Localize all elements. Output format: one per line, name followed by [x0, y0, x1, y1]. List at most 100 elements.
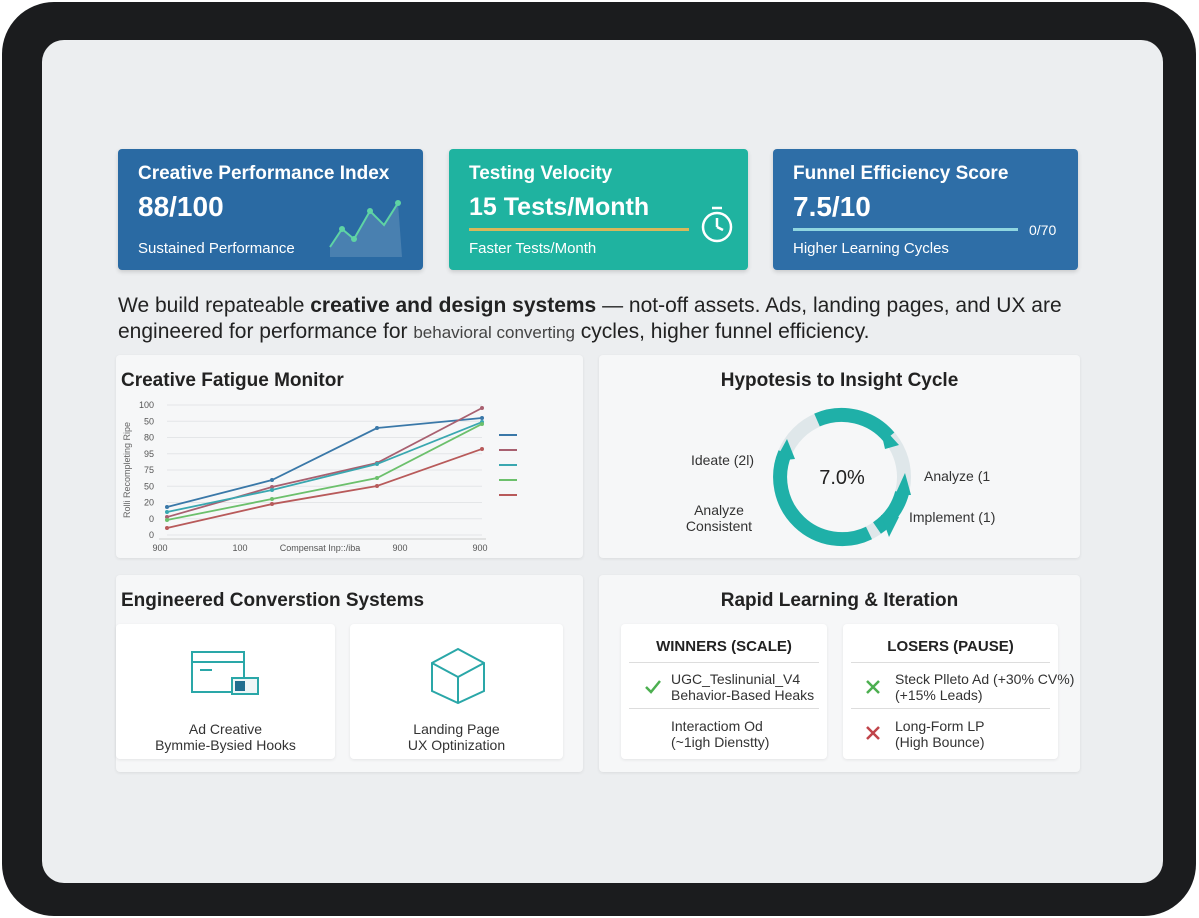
data-point	[375, 476, 379, 481]
series-line	[166, 407, 483, 518]
screen: Creative Performance Index 88/100 Sustai…	[42, 40, 1163, 883]
system-sublabel: UX Optinization	[407, 737, 506, 753]
system-card: Landing Page UX Optinization	[350, 624, 563, 759]
line-chart: Rolli Recompleting Ripe 100 50 80 95 75 50 20 0…	[122, 400, 517, 553]
list-item: Steck Plleto Ad (+30% CV%)	[895, 671, 1075, 687]
cube-icon	[431, 647, 485, 705]
data-point	[480, 421, 484, 426]
y-tick-label: 95	[144, 449, 154, 459]
panel-title: Engineered Converstion Systems	[121, 590, 425, 611]
y-tick-label: 50	[144, 481, 154, 491]
data-point	[270, 496, 274, 501]
data-point	[270, 485, 274, 490]
kpi-title: Funnel Efficiency Score	[793, 163, 1009, 184]
y-tick-label: 75	[144, 465, 154, 475]
kpi-caption: Sustained Performance	[138, 240, 295, 257]
y-tick-label: 0	[149, 530, 154, 540]
kpi-title: Testing Velocity	[469, 163, 613, 184]
cycle-center: 7.0%	[819, 467, 865, 489]
progress-bar	[469, 228, 689, 231]
check-icon	[645, 680, 661, 694]
kpi-caption: Faster Tests/Month	[469, 240, 597, 257]
divider	[629, 662, 819, 663]
losers-box: LOSERS (PAUSE) Steck Plleto Ad (+30% CV%…	[843, 624, 1074, 759]
cycle-label: Analyze (1	[924, 468, 990, 484]
list-item: Interactiom Od	[671, 718, 763, 734]
cycle-label-box: Analyze Consistent	[685, 502, 753, 534]
list-item: Long-Form LP	[895, 718, 985, 734]
data-point	[165, 525, 169, 530]
intro-text: engineered for performance for	[118, 320, 414, 343]
kpi-card: Creative Performance Index 88/100 Sustai…	[118, 149, 423, 270]
y-tick-label: 50	[144, 416, 154, 426]
list-item: (High Bounce)	[895, 734, 985, 750]
intro-line: We build repateable creative and design …	[118, 294, 1062, 318]
divider	[629, 708, 819, 709]
y-tick-label: 80	[144, 433, 154, 443]
winners-box: WINNERS (SCALE) UGC_Teslinunial_V4 Behav…	[621, 624, 827, 759]
system-label: Ad Creative	[188, 721, 263, 737]
panel-title: Rapid Learning & Iteration	[720, 590, 959, 611]
data-point	[480, 446, 484, 451]
list-item: Behavior-Based Heaks	[671, 687, 815, 703]
y-tick-label: 20	[144, 498, 154, 508]
y-tick-label: 0	[149, 514, 154, 524]
cross-icon	[866, 726, 880, 740]
progress-bar	[793, 228, 1018, 231]
list-item: (~1igh Dienstty)	[671, 734, 770, 750]
data-point	[375, 426, 379, 431]
list-heading: LOSERS (PAUSE)	[887, 638, 1014, 655]
kpi-value: 88/100	[138, 191, 224, 222]
intro-text: We build repateable	[118, 294, 311, 317]
series-line	[166, 448, 483, 529]
fatigue-panel: Creative Fatigue Monitor Rolli Recomplet…	[116, 355, 583, 558]
series-line	[166, 423, 483, 521]
x-tick-label: Compensat Inp::/iba	[280, 543, 361, 553]
system-card: Ad Creative Bymmie-Bysied Hooks	[116, 624, 335, 759]
x-tick-label: 900	[152, 543, 167, 553]
system-sublabel: Bymmie-Bysied Hooks	[155, 737, 296, 753]
intro-text: behavioral converting	[413, 323, 575, 342]
kpi-caption: Higher Learning Cycles	[793, 240, 949, 257]
intro-line: engineered for performance for behaviora…	[118, 320, 870, 344]
data-point	[270, 488, 274, 493]
divider	[851, 708, 1050, 709]
kpi-card: Funnel Efficiency Score 7.5/10 Higher Le…	[773, 149, 1078, 270]
cycle-label: Analyze Consistent	[685, 502, 753, 534]
panel-title: Creative Fatigue Monitor	[121, 370, 344, 391]
intro-text: — not-off assets. Ads, landing pages, an…	[596, 294, 1062, 317]
system-label: Landing Page	[413, 721, 500, 737]
intro-bold: creative and design systems	[310, 294, 597, 317]
data-point	[375, 483, 379, 488]
cycle-label: Ideate (2l)	[691, 452, 754, 468]
kpi-card: Testing Velocity 15 Tests/Month Faster T…	[449, 149, 748, 270]
kpi-value: 15 Tests/Month	[469, 193, 650, 221]
divider	[851, 662, 1050, 663]
series-line	[166, 417, 483, 508]
data-point	[480, 405, 484, 410]
data-point	[165, 515, 169, 520]
panel-title: Hypotesis to Insight Cycle	[720, 370, 959, 391]
conversion-panel: Engineered Converstion Systems Ad Creati…	[116, 575, 583, 772]
x-tick-label: 900	[472, 543, 487, 553]
x-tick-label: 900	[392, 543, 407, 553]
data-point	[270, 478, 274, 483]
y-tick-label: 100	[139, 400, 154, 410]
x-tick-label: 100	[232, 543, 247, 553]
timer-icon	[701, 206, 733, 243]
cycle-diagram: 7.0% Ideate (2l) Analyze (1 Implement (1…	[685, 407, 995, 547]
intro-text: cycles, higher funnel efficiency.	[574, 320, 870, 343]
kpi-title: Creative Performance Index	[138, 163, 390, 184]
data-point	[165, 518, 169, 523]
y-axis-label: Rolli Recompleting Ripe	[122, 422, 132, 518]
data-point	[480, 416, 484, 420]
cycle-label: Implement (1)	[909, 509, 995, 525]
data-point	[270, 502, 274, 507]
series-line	[166, 421, 483, 513]
data-point	[165, 509, 169, 514]
iteration-panel: Rapid Learning & Iteration WINNERS (SCAL…	[599, 575, 1080, 772]
kpi-value: 7.5/10	[793, 191, 871, 222]
kpi-note: 0/70	[1029, 222, 1057, 238]
data-point	[375, 462, 379, 467]
